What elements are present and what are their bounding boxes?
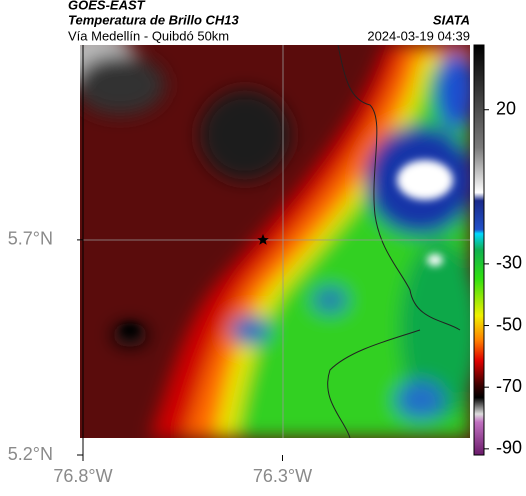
satellite-image	[80, 45, 470, 438]
colorbar	[473, 44, 485, 456]
datetime: 2024-03-19 04:39	[367, 28, 470, 43]
colorbar-tick-label: 20	[496, 98, 516, 118]
colorbar-tick-label: -70	[496, 376, 522, 396]
colorbar-tick-label: -90	[496, 438, 522, 458]
lat-tick-label: 5.2°N	[8, 444, 53, 464]
lon-tick-label: 76.8°W	[53, 466, 112, 486]
subtitle: Vía Medellín - Quibdó 50km	[68, 28, 229, 43]
brand: SIATA	[433, 12, 470, 27]
lon-tick-label: 76.3°W	[253, 466, 312, 486]
colorbar-tick-label: -30	[496, 253, 522, 273]
lat-tick-label: 5.7°N	[8, 229, 53, 249]
title: Temperatura de Brillo CH13	[68, 12, 240, 27]
source: GOES-EAST	[68, 0, 146, 12]
colorbar-tick-label: -50	[496, 314, 522, 334]
